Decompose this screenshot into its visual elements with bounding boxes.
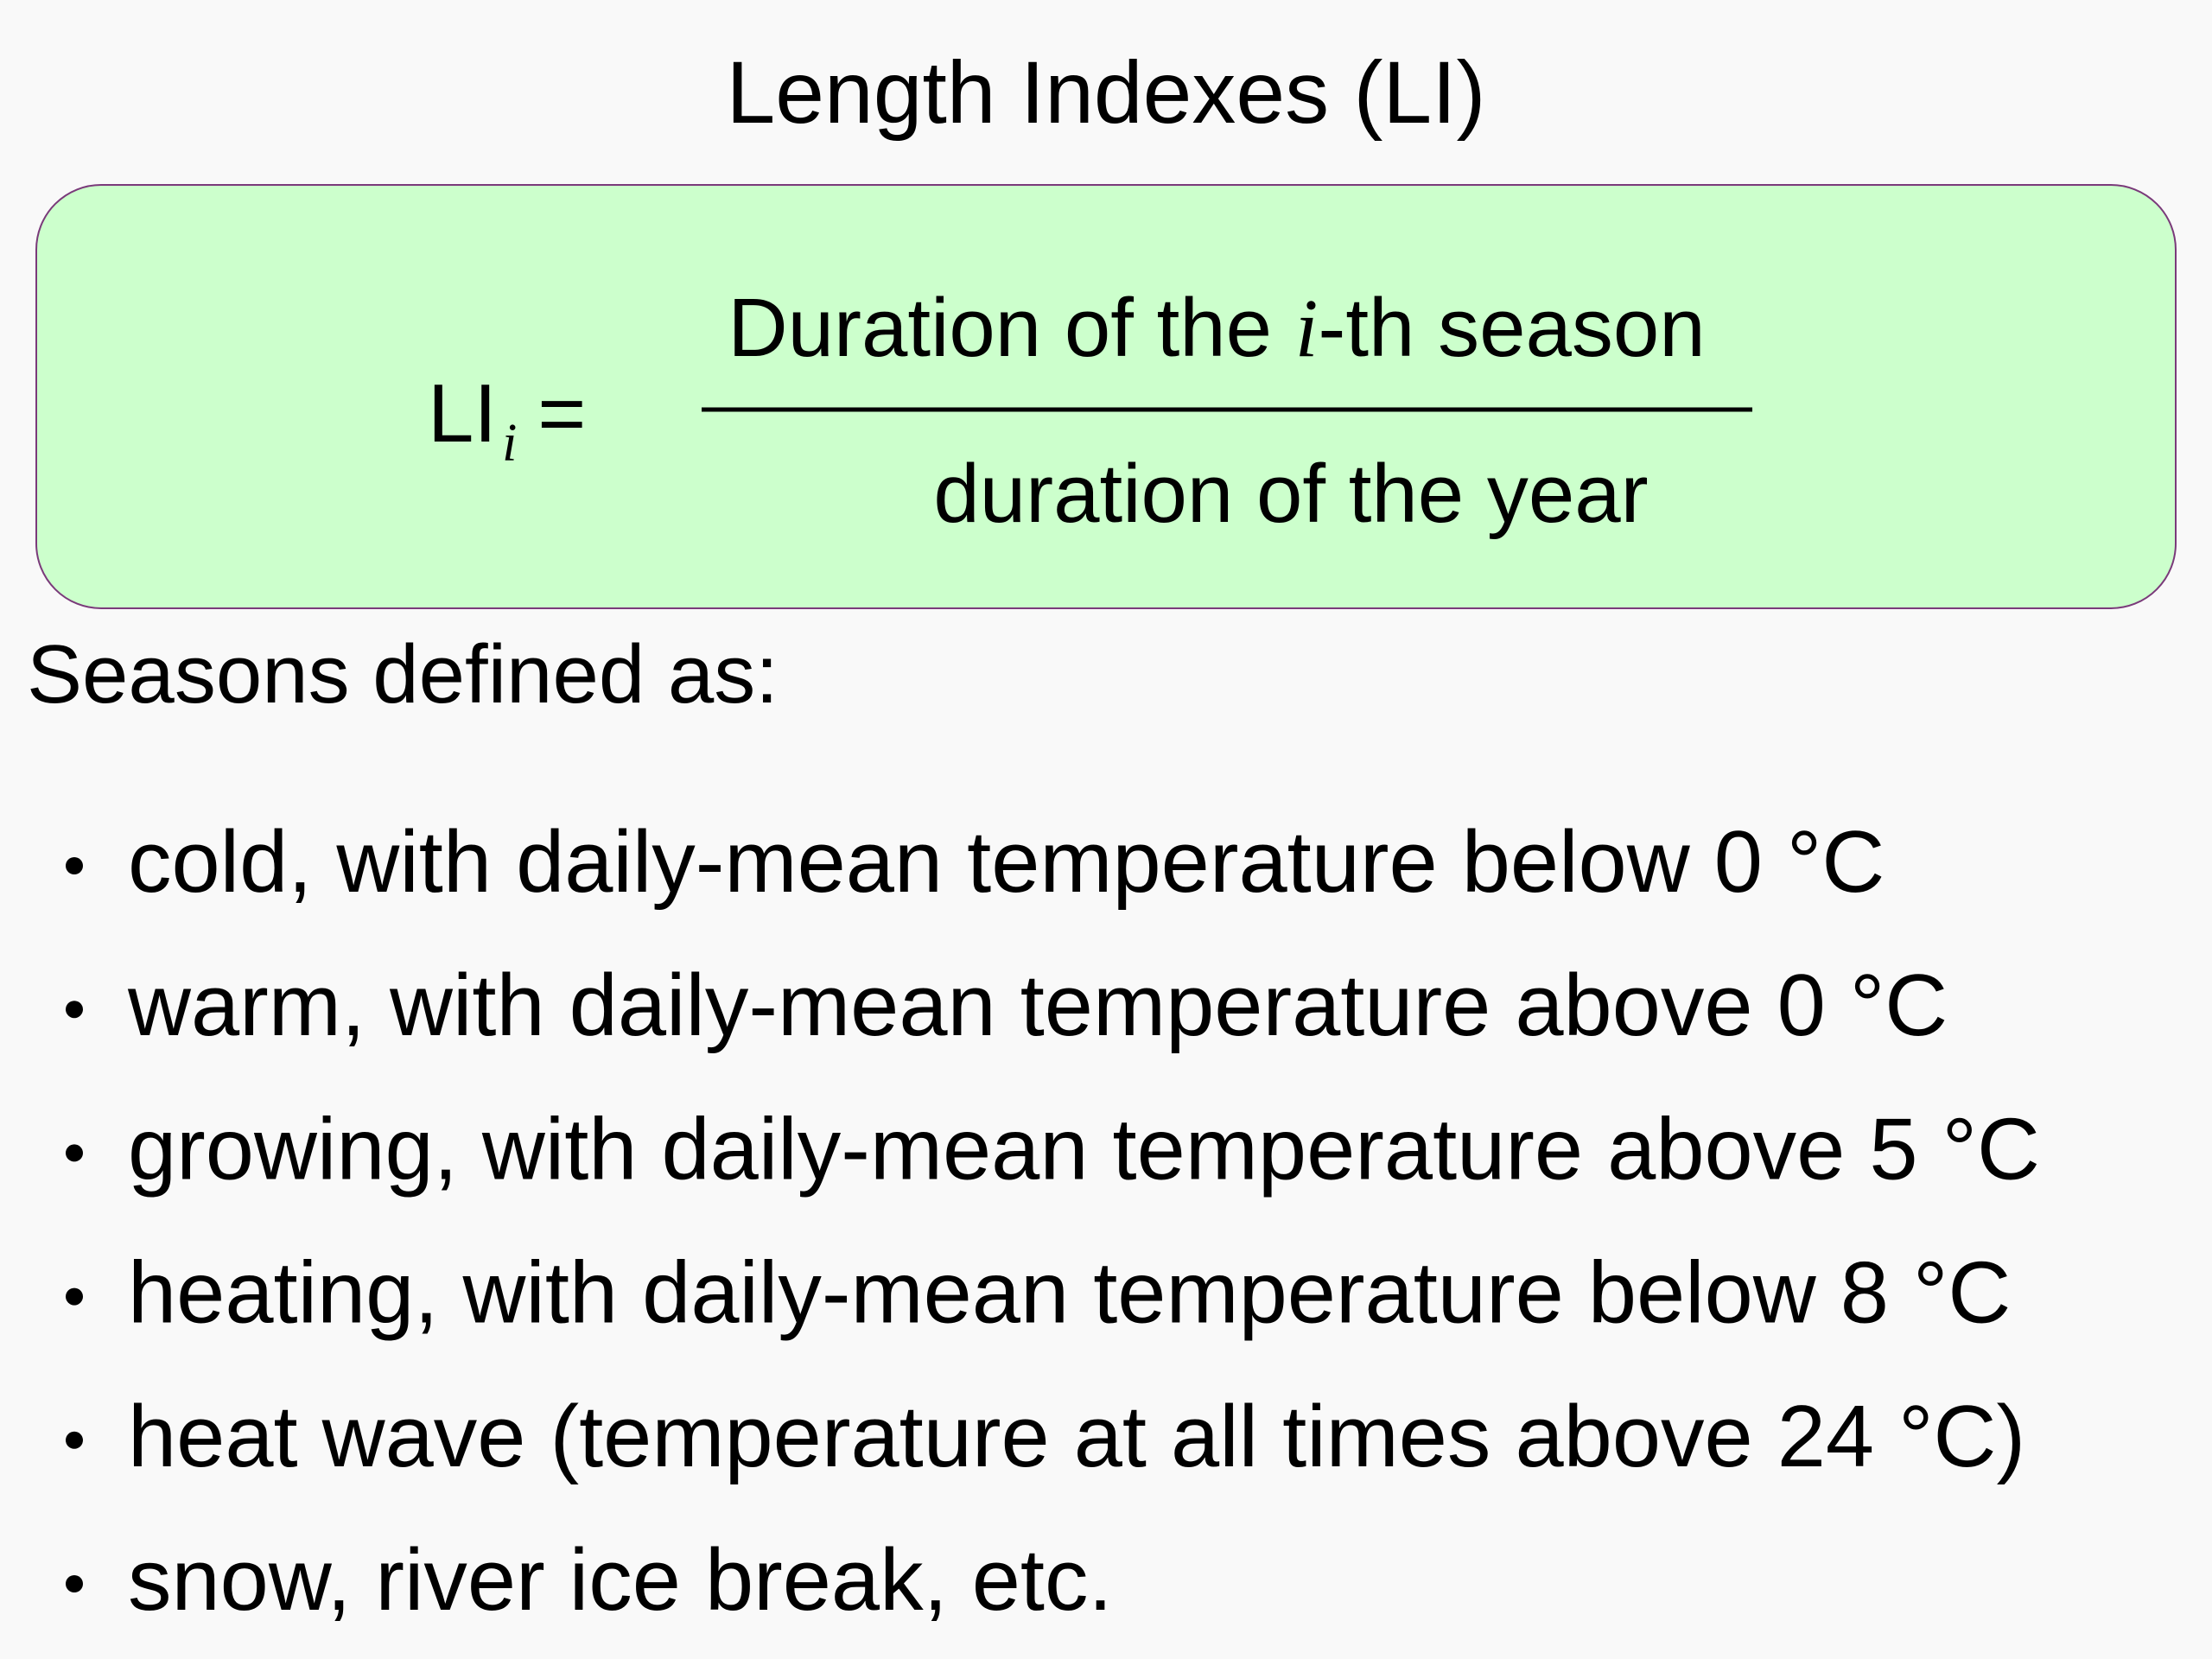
bullet-dot bbox=[66, 1144, 83, 1162]
title: Length Indexes (LI) bbox=[727, 43, 1486, 142]
bullet-list: cold, with daily-mean temperature below … bbox=[66, 814, 2040, 1629]
bullet-dot bbox=[66, 1431, 83, 1449]
bullet-text: growing, with daily-mean temperature abo… bbox=[128, 1101, 2040, 1198]
numerator-text: Duration of the bbox=[728, 282, 1272, 374]
bullet-dot bbox=[66, 857, 83, 874]
denominator: duration of the year bbox=[933, 448, 1648, 540]
equals: = bbox=[537, 367, 586, 460]
numerator: Duration of the i-th season bbox=[728, 282, 1705, 374]
bullet-text: heat wave (temperature at all times abov… bbox=[128, 1389, 2025, 1485]
numerator-text: -th season bbox=[1318, 282, 1705, 374]
bullet-text: heating, with daily-mean temperature bel… bbox=[128, 1245, 2011, 1342]
bullet-dot bbox=[66, 1287, 83, 1306]
bullet-text: cold, with daily-mean temperature below … bbox=[128, 814, 1885, 911]
bullet-dot bbox=[66, 1001, 83, 1019]
lhs-subscript: i bbox=[502, 414, 517, 473]
numerator-italic: i bbox=[1295, 282, 1319, 374]
intro: Seasons defined as: bbox=[27, 628, 779, 721]
formula-lhs: LIi = bbox=[428, 367, 586, 473]
bullet-text: snow, river ice break, etc. bbox=[128, 1532, 1113, 1629]
bullet-dot bbox=[66, 1575, 83, 1592]
bullet-text: warm, with daily-mean temperature above … bbox=[127, 957, 1948, 1054]
lhs: LI bbox=[428, 367, 497, 460]
formula-box bbox=[35, 184, 2177, 609]
